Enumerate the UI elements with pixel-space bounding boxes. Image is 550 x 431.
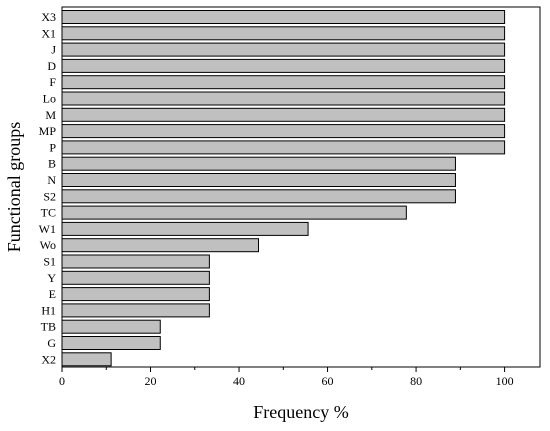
category-label: G <box>47 336 56 350</box>
x-axis: 0 20 40 60 80 100 <box>59 367 514 388</box>
category-label: X3 <box>41 10 56 24</box>
bar-m <box>61 107 506 122</box>
bar-p <box>61 140 506 155</box>
category-label: P <box>49 140 56 154</box>
x-axis-title: Frequency % <box>253 402 348 422</box>
x-tick-label: 80 <box>410 374 422 388</box>
bar-w1 <box>61 221 309 236</box>
x-tick-label: 20 <box>145 374 157 388</box>
category-label: H1 <box>41 303 56 317</box>
category-label: F <box>49 75 56 89</box>
category-label: MP <box>39 124 57 138</box>
bar-wo <box>61 238 260 253</box>
x-tick-label: 60 <box>322 374 334 388</box>
category-label: Y <box>47 271 56 285</box>
category-label: TC <box>41 206 56 220</box>
category-label: Wo <box>40 238 56 252</box>
x-tick-label: 40 <box>233 374 245 388</box>
bar-s1 <box>61 254 210 269</box>
bar-lo <box>61 91 506 106</box>
category-label: N <box>47 173 56 187</box>
category-label: Lo <box>43 92 56 106</box>
bar-tc <box>61 205 407 220</box>
bar-f <box>61 75 506 90</box>
category-label: B <box>48 157 56 171</box>
bar-s2 <box>61 189 456 204</box>
bar-g <box>61 336 161 350</box>
category-label: E <box>49 287 56 301</box>
bar-mp <box>61 124 506 139</box>
category-label: S1 <box>43 255 56 269</box>
bar-b <box>61 156 456 171</box>
category-label: X2 <box>41 352 56 366</box>
bar-e <box>61 287 210 302</box>
category-label: S2 <box>43 189 56 203</box>
category-label: M <box>45 108 56 122</box>
bar-h1 <box>61 303 210 318</box>
bar-n <box>61 173 456 187</box>
bar-x3 <box>61 10 506 24</box>
category-label: X1 <box>41 26 56 40</box>
category-label: D <box>47 59 56 73</box>
bar-tb <box>61 319 161 334</box>
category-label: J <box>51 43 56 57</box>
x-tick-label: 0 <box>59 374 65 388</box>
y-axis-title: Functional groups <box>4 122 24 253</box>
category-label: W1 <box>39 222 56 236</box>
bar-x2 <box>61 352 112 367</box>
bar-y <box>61 270 210 285</box>
bar-x1 <box>61 26 506 41</box>
bars-group <box>61 10 506 367</box>
bar-j <box>61 42 506 57</box>
x-tick-label: 100 <box>496 374 514 388</box>
category-labels: X3 X1 JDF Lo M MP PBN S2 TC W1 Wo S1 YE H1 TB G X2 <box>39 10 57 366</box>
category-label: TB <box>41 320 56 334</box>
bar-d <box>61 58 506 73</box>
